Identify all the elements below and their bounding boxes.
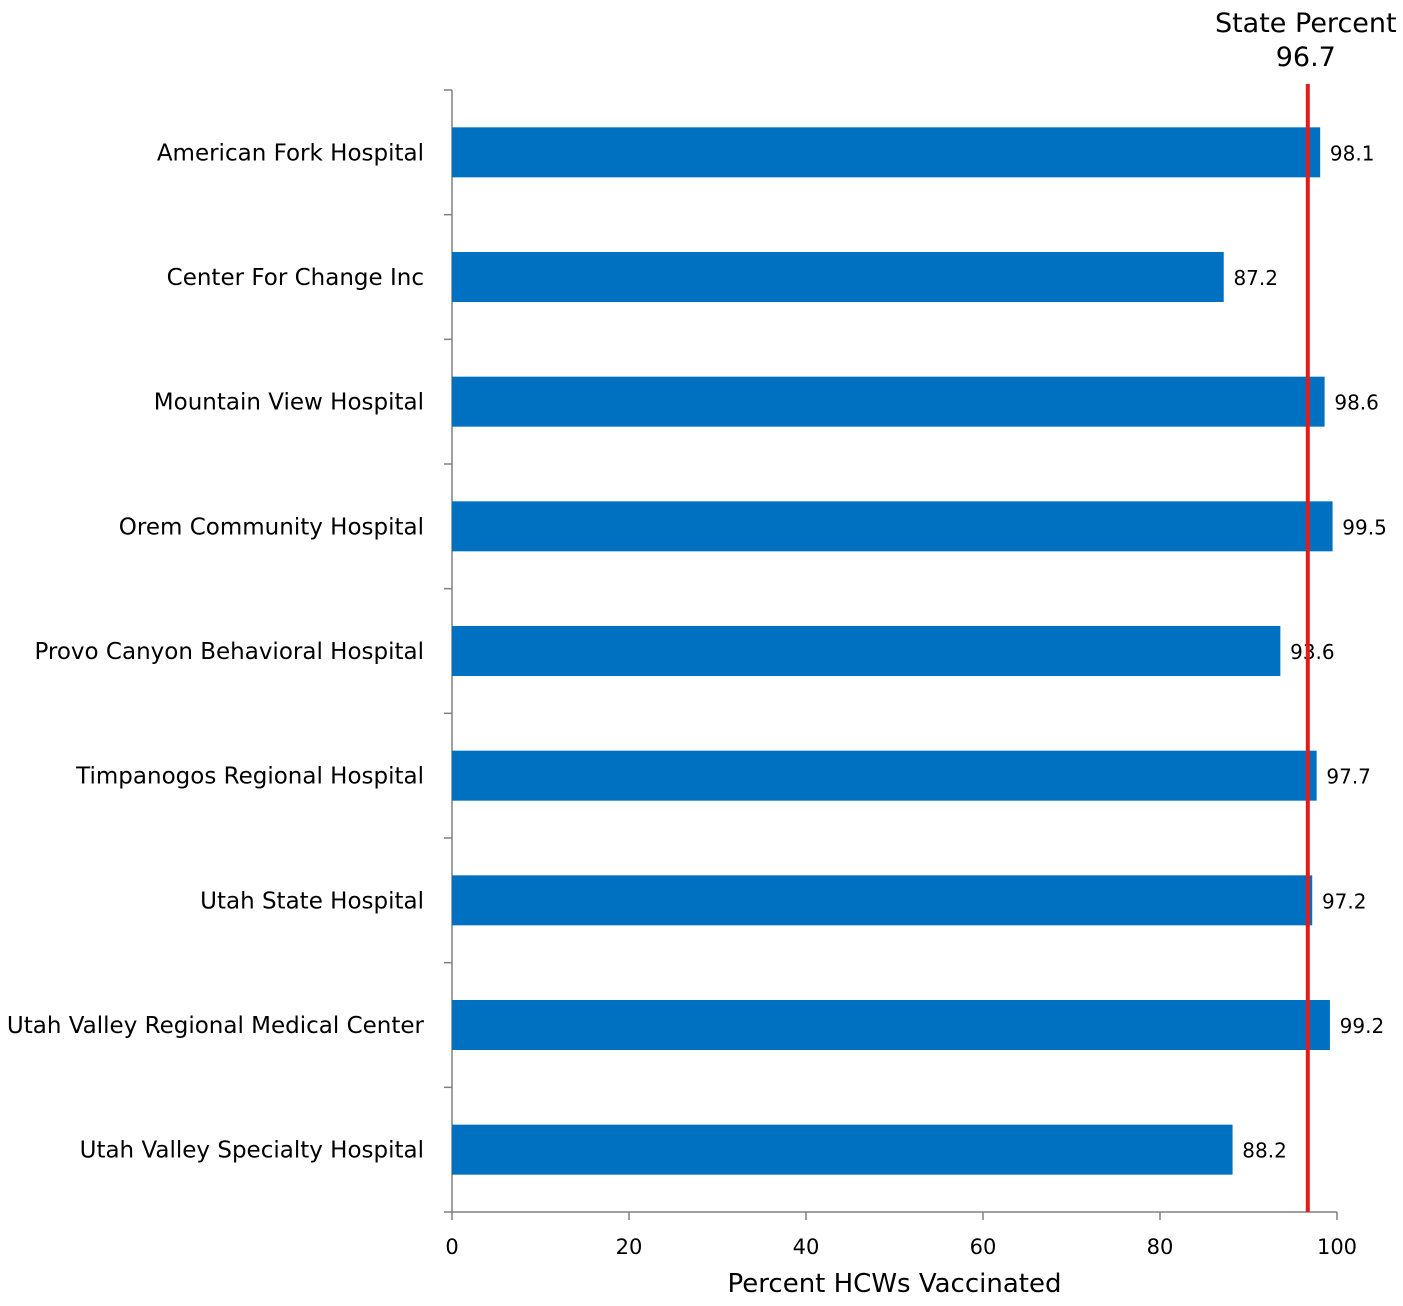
data-label: 93.6: [1290, 640, 1335, 664]
category-label: Utah State Hospital: [200, 888, 424, 914]
bar: [452, 1000, 1330, 1050]
category-label: Provo Canyon Behavioral Hospital: [34, 639, 424, 665]
bar: [452, 875, 1313, 926]
data-label: 97.7: [1326, 765, 1371, 789]
category-label: Utah Valley Regional Medical Center: [7, 1013, 425, 1039]
x-tick-label: 80: [1147, 1235, 1174, 1259]
category-label: Orem Community Hospital: [119, 514, 424, 540]
data-label: 98.6: [1334, 391, 1379, 415]
x-tick-label: 100: [1317, 1235, 1357, 1259]
state-percent-label: State Percent: [1215, 8, 1397, 39]
x-tick-label: 40: [793, 1235, 820, 1259]
bar: [452, 750, 1317, 801]
x-axis-title: Percent HCWs Vaccinated: [728, 1269, 1062, 1299]
x-tick-label: 60: [970, 1235, 997, 1259]
category-labels: American Fork Hospital Center For Change …: [7, 140, 425, 1163]
category-label: Center For Change Inc: [167, 265, 424, 291]
category-label: American Fork Hospital: [157, 140, 424, 166]
data-label: 99.5: [1342, 515, 1387, 539]
bar: [452, 626, 1281, 676]
data-label: 97.2: [1322, 889, 1367, 913]
bar: [452, 127, 1321, 178]
x-tick-label: 20: [616, 1235, 643, 1259]
state-percent-reference: State Percent 96.7: [1215, 8, 1397, 1212]
state-percent-value: 96.7: [1276, 42, 1336, 73]
data-label: 98.1: [1330, 141, 1375, 165]
category-label: Timpanogos Regional Hospital: [75, 764, 424, 790]
category-label: Mountain View Hospital: [154, 390, 424, 416]
bar: [452, 252, 1224, 302]
x-tick-label: 0: [445, 1235, 458, 1259]
data-label: 99.2: [1340, 1014, 1385, 1038]
data-label: 88.2: [1242, 1139, 1287, 1163]
category-label: Utah Valley Specialty Hospital: [80, 1138, 424, 1164]
bar: [452, 501, 1333, 552]
bar-series: [452, 127, 1333, 1175]
x-axis-ticks: 0 20 40 60 80 100: [445, 1212, 1357, 1259]
bar: [452, 1124, 1233, 1175]
data-label: 87.2: [1233, 266, 1278, 290]
data-labels: 98.1 87.2 98.6 99.5 93.6 97.7 97.2 99.2 88.2: [1233, 141, 1386, 1162]
bar: [452, 376, 1325, 427]
